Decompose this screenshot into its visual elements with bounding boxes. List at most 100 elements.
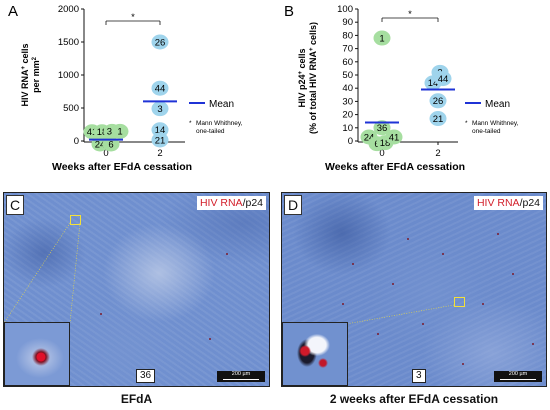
x-tick-label: 0 bbox=[103, 148, 108, 159]
panel-letter-b: B bbox=[284, 3, 294, 20]
y-title-text: cells bbox=[297, 48, 307, 71]
data-point-label: 21 bbox=[433, 114, 444, 125]
panel-letter-c: C bbox=[6, 195, 24, 215]
y-axis-title-line1: HIV p24+ cells bbox=[297, 48, 307, 107]
data-point-label: 41 bbox=[87, 127, 98, 138]
y-title-sup: 2 bbox=[32, 56, 38, 60]
scale-bar: 200 µm bbox=[494, 371, 542, 382]
stain-label-rna: HIV RNA bbox=[199, 197, 243, 209]
chart-a: A 0 500 1000 1500 2000 0 2 Weeks after EFdA ces… bbox=[8, 3, 243, 173]
y-title-text: cells bbox=[20, 43, 30, 66]
significance-star: * bbox=[131, 12, 135, 23]
stain-legend: HIV RNA/p24 bbox=[196, 196, 266, 210]
legend-note-line1: Mann Whithney, bbox=[196, 120, 243, 127]
y-tick-label: 0 bbox=[74, 136, 79, 147]
y-title-text: HIV RNA bbox=[20, 69, 30, 107]
data-point-label: 21 bbox=[155, 135, 166, 146]
y-tick-label: 30 bbox=[342, 96, 353, 107]
legend-mean-label: Mean bbox=[209, 99, 234, 110]
legend-note-line2: one-tailed bbox=[472, 128, 501, 135]
y-title-sup: + bbox=[298, 71, 304, 75]
data-point-label: 14 bbox=[155, 125, 166, 136]
data-point-label: 44 bbox=[438, 74, 449, 85]
panel-letter-a: A bbox=[8, 3, 18, 20]
animal-id: 36 bbox=[136, 369, 156, 383]
micrograph-after-cessation: D HIV RNA/p24 3 200 µm bbox=[281, 192, 547, 387]
zoom-guide-lines bbox=[4, 222, 81, 324]
stain-label-p24: /p24 bbox=[519, 197, 540, 209]
data-point bbox=[429, 93, 447, 109]
data-point bbox=[429, 111, 447, 127]
scale-bar-label: 200 µm bbox=[508, 371, 528, 377]
x-tick-label: 0 bbox=[379, 148, 384, 159]
data-point bbox=[373, 30, 391, 46]
y-tick-label: 70 bbox=[342, 44, 353, 55]
y-tick-label: 60 bbox=[342, 57, 353, 68]
data-point-label: 26 bbox=[155, 37, 166, 48]
y-tick-label: 1500 bbox=[58, 37, 79, 48]
y-title-sup: + bbox=[309, 47, 315, 51]
y-title-text: cells) bbox=[308, 22, 318, 48]
y-axis-title-line1: HIV RNA+ cells bbox=[20, 43, 30, 106]
legend-mean-label: Mean bbox=[485, 99, 510, 110]
data-point-label: 18 bbox=[380, 138, 391, 149]
data-point bbox=[111, 123, 129, 139]
data-point bbox=[151, 132, 169, 148]
legend-note-line1: Mann Whithney, bbox=[472, 120, 519, 127]
data-point bbox=[373, 120, 391, 136]
x-tick-label: 2 bbox=[157, 148, 162, 159]
micrograph-efda: C HIV RNA/p24 36 200 µm bbox=[3, 192, 270, 387]
data-point-label: 24 bbox=[364, 132, 375, 143]
x-axis-title: Weeks after EFdA cessation bbox=[52, 161, 192, 173]
y-tick-label: 80 bbox=[342, 30, 353, 41]
zoom-region-box bbox=[70, 215, 81, 225]
caption-efda: EFdA bbox=[120, 392, 153, 406]
zoom-guide-lines bbox=[345, 304, 455, 325]
animal-id: 3 bbox=[412, 369, 426, 383]
data-point-label: 3 bbox=[157, 104, 162, 115]
y-tick-label: 10 bbox=[342, 123, 353, 134]
scale-bar: 200 µm bbox=[217, 371, 265, 382]
data-point-label: 18 bbox=[97, 127, 108, 138]
stain-legend: HIV RNA/p24 bbox=[473, 196, 543, 210]
data-point bbox=[385, 129, 403, 145]
data-point bbox=[434, 71, 452, 87]
data-point-label: 41 bbox=[389, 132, 400, 143]
data-point-label: 36 bbox=[377, 123, 388, 134]
panel-letter-d: D bbox=[284, 195, 302, 215]
y-tick-label: 90 bbox=[342, 17, 353, 28]
data-point-label: 14 bbox=[428, 78, 439, 89]
data-point-label: 26 bbox=[433, 96, 444, 107]
y-tick-label: 2000 bbox=[58, 4, 79, 15]
legend-star: * bbox=[189, 120, 192, 127]
data-point-label: 6 bbox=[108, 139, 113, 150]
zoom-inset bbox=[282, 322, 348, 386]
y-tick-label: 1000 bbox=[58, 70, 79, 81]
y-tick-label: 500 bbox=[63, 103, 79, 114]
legend-star: * bbox=[465, 120, 468, 127]
caption-after-cessation: 2 weeks after EFdA cessation bbox=[329, 392, 499, 406]
y-tick-label: 0 bbox=[348, 136, 353, 147]
y-axis-title: HIV p24+ cells (% of total HIV RNA+ cells… bbox=[297, 22, 318, 134]
y-axis-title-line2: (% of total HIV RNA+ cells) bbox=[308, 22, 318, 134]
stain-label-rna: HIV RNA bbox=[476, 197, 520, 209]
y-tick-label: 20 bbox=[342, 110, 353, 121]
scale-bar-line bbox=[500, 378, 536, 380]
data-point-label: 44 bbox=[155, 84, 166, 95]
y-tick-label: 100 bbox=[337, 4, 353, 15]
y-axis-title-line2: per mm2 bbox=[31, 56, 41, 93]
data-point bbox=[151, 101, 169, 117]
y-title-text: per mm bbox=[31, 60, 41, 93]
scale-bar-line bbox=[223, 378, 259, 380]
legend-note-line2: one-tailed bbox=[196, 128, 225, 135]
y-title-text: HIV p24 bbox=[297, 75, 307, 108]
x-tick-label: 2 bbox=[435, 148, 440, 159]
data-point-label: 1 bbox=[379, 33, 384, 44]
y-title-text: (% of total HIV RNA bbox=[308, 51, 318, 134]
data-point bbox=[151, 34, 169, 50]
zoom-inset bbox=[4, 322, 70, 386]
data-point-label: 1 bbox=[117, 127, 122, 138]
significance-star: * bbox=[408, 9, 412, 20]
data-point-label: 24 bbox=[95, 139, 106, 150]
